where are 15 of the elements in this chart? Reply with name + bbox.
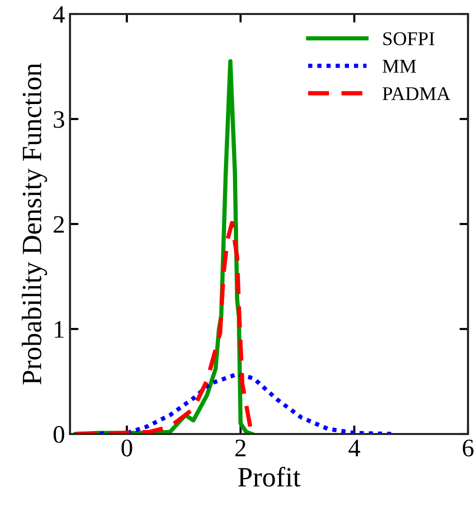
y-tick-label: 1 <box>54 321 64 338</box>
legend-label: PADMA <box>382 87 450 100</box>
x-tick-label: 2 <box>235 440 246 456</box>
y-tick-label: 3 <box>54 111 64 128</box>
x-tick-label: 0 <box>122 440 132 456</box>
y-tick-label: 0 <box>54 426 64 443</box>
y-tick-label: 2 <box>54 216 64 233</box>
y-axis-title: Probability Density Function <box>22 63 48 384</box>
legend-label: SOFPI <box>383 32 434 46</box>
x-tick-label: 6 <box>462 440 474 456</box>
legend-label: MM <box>382 60 416 73</box>
x-tick-label: 4 <box>348 440 360 456</box>
x-axis-title: Profit <box>238 466 300 487</box>
line-series <box>74 220 254 434</box>
y-tick-label: 4 <box>53 6 65 23</box>
